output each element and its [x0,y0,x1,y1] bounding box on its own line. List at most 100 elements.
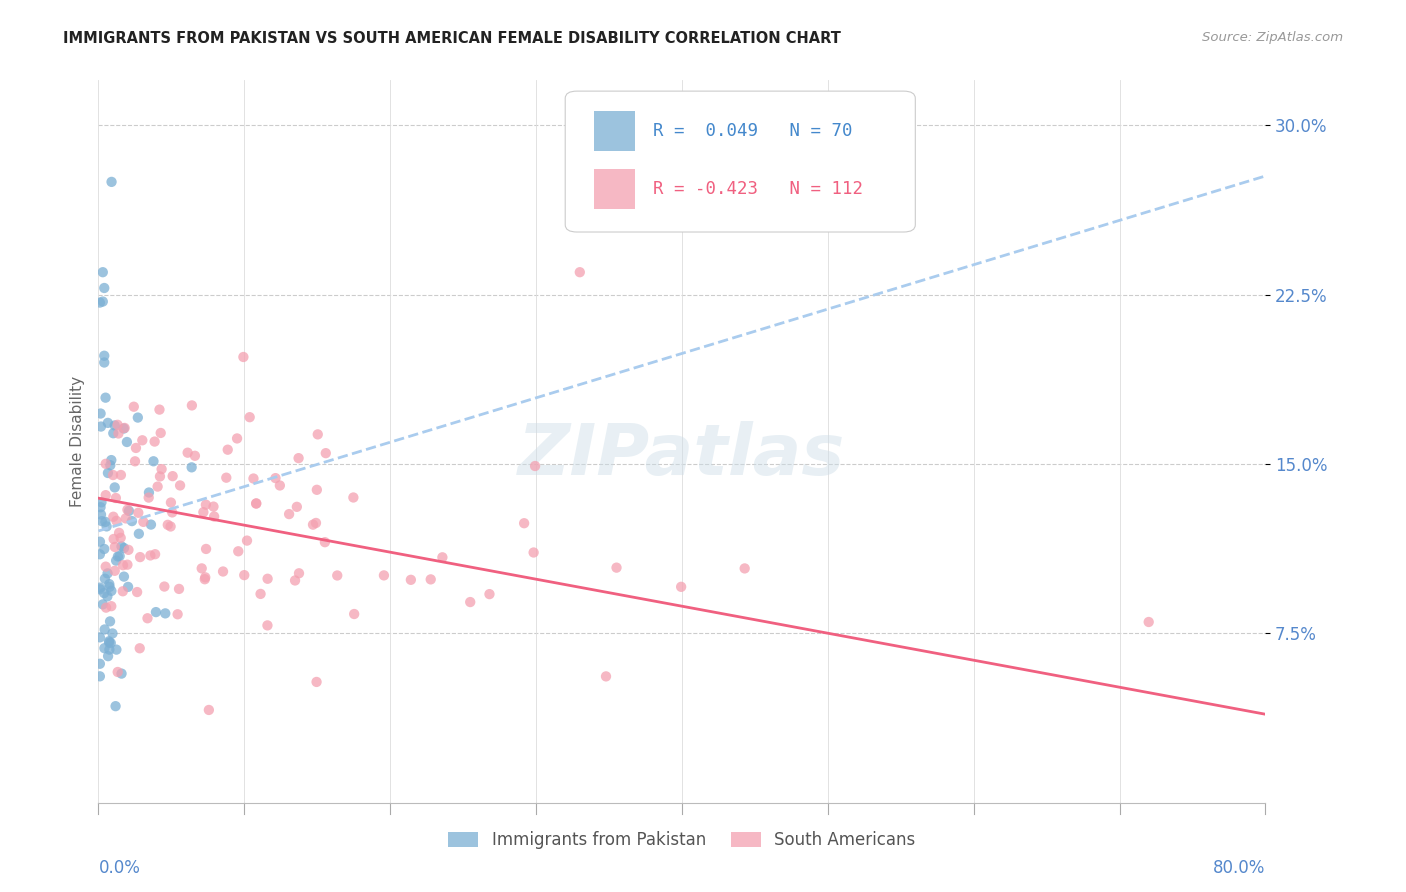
Point [132,515,155,529]
Point [112,541,135,555]
Point [90,514,112,528]
Point [93,623,115,637]
Point [245,496,267,510]
Point [101,468,124,483]
Point [117,580,139,594]
Point [112,569,135,583]
Point [595,669,617,683]
Point [107,549,129,564]
Point [458,595,481,609]
Point [105,514,128,528]
Point [97,466,120,480]
Point [89,581,111,595]
Point [180,399,202,413]
Point [513,516,536,531]
Point [194,570,217,584]
Point [256,572,278,586]
Point [117,542,139,557]
Point [264,471,287,485]
Point [233,568,256,582]
Point [96,519,118,533]
Point [93,281,115,295]
Point [180,460,202,475]
Point [93,641,115,656]
Point [202,500,225,514]
Point [1137,615,1160,629]
Point [139,517,162,532]
Point [89,547,111,561]
Point [139,549,162,563]
Point [100,599,122,614]
Point [568,265,591,279]
Point [217,442,239,457]
Point [111,558,134,573]
Point [288,566,311,581]
Point [104,418,127,433]
Point [143,547,166,561]
Point [278,507,301,521]
Point [149,469,172,483]
Point [150,462,173,476]
Point [117,558,139,572]
Point [373,568,395,582]
Point [94,515,117,529]
Point [138,491,160,505]
Y-axis label: Female Disability: Female Disability [69,376,84,508]
Point [326,568,349,582]
Point [98,458,121,473]
Point [149,425,172,440]
Point [104,540,127,554]
Point [245,497,267,511]
Point [110,666,132,681]
Point [236,533,259,548]
Point [169,478,191,492]
Point [114,511,136,525]
Point [97,416,120,430]
Point [176,445,198,459]
Point [195,541,218,556]
Point [104,564,127,578]
Point [131,434,153,448]
Point [115,435,138,450]
Point [419,573,441,587]
Point [287,451,309,466]
Point [160,505,183,519]
Point [96,566,118,581]
Point [315,446,337,460]
Point [100,636,122,650]
Point [314,535,336,549]
Point [89,631,111,645]
Point [121,514,143,528]
Point [104,699,127,714]
Point [114,421,136,435]
Point [97,649,120,664]
Point [142,454,165,468]
Point [90,500,112,515]
Point [138,485,160,500]
Point [302,517,325,532]
Point [100,453,122,467]
Point [256,618,278,632]
Point [160,495,183,509]
Point [94,559,117,574]
Point [239,410,262,425]
Point [342,491,364,505]
Point [284,574,307,588]
Point [94,572,117,586]
Point [94,391,117,405]
Point [98,577,121,591]
Point [93,541,115,556]
Point [190,561,212,575]
Text: 80.0%: 80.0% [1213,859,1265,877]
Point [155,607,177,621]
Point [122,400,145,414]
Point [162,469,184,483]
Text: Source: ZipAtlas.com: Source: ZipAtlas.com [1202,31,1343,45]
Point [478,587,501,601]
Point [100,583,122,598]
Point [125,441,148,455]
Point [89,657,111,671]
Point [605,560,627,574]
Point [128,641,150,656]
Point [305,675,328,690]
